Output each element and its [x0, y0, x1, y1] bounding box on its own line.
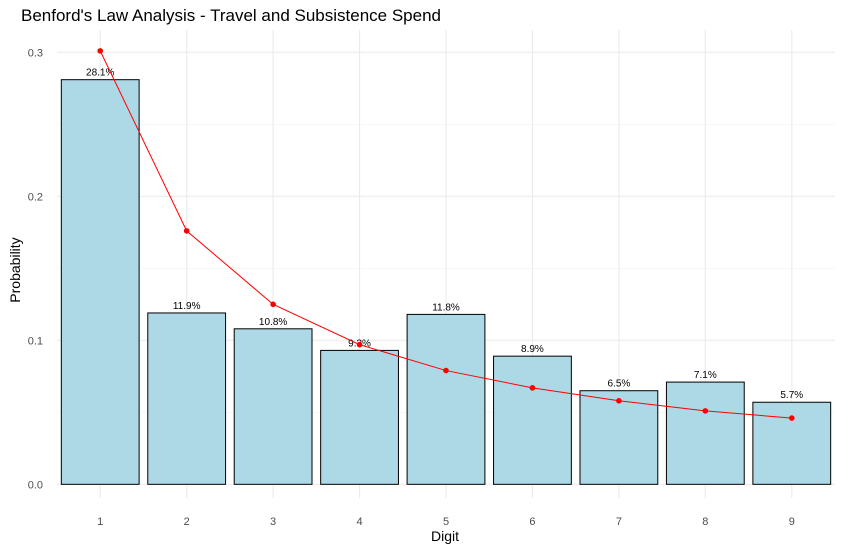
x-axis-ticks: 1 2 3 4 5 6 7 8 9 — [97, 516, 795, 528]
y-tick-label: 0.2 — [28, 191, 43, 203]
bar-digit-3 — [233, 328, 313, 485]
bar-digit-9 — [752, 401, 832, 485]
benford-point-digit-1 — [97, 48, 104, 54]
chart-title: Benford's Law Analysis - Travel and Subs… — [21, 6, 441, 25]
x-tick-label: 5 — [443, 516, 449, 528]
bar-label-digit-6: 8.9% — [521, 344, 544, 355]
y-tick-label: 0.0 — [28, 479, 43, 491]
bar-digit-5 — [406, 313, 486, 485]
benford-point-digit-7 — [616, 398, 622, 404]
bar-digit-7 — [579, 390, 659, 485]
benford-line-series — [97, 48, 795, 421]
bar-digit-4 — [320, 349, 399, 485]
bar-label-digit-3: 10.8% — [259, 317, 287, 328]
x-tick-label: 6 — [529, 516, 535, 528]
benford-point-digit-5 — [443, 367, 449, 374]
x-tick-label: 2 — [184, 516, 190, 528]
bar-digit-8 — [665, 381, 745, 485]
x-tick-label: 3 — [270, 516, 276, 528]
bar-series — [60, 79, 832, 485]
bar-label-digit-7: 6.5% — [607, 379, 630, 390]
x-axis-title: Digit — [431, 528, 459, 544]
bar-label-digit-2: 11.9% — [173, 301, 201, 312]
benford-point-digit-4 — [356, 341, 363, 348]
y-tick-label: 0.1 — [28, 335, 43, 347]
bar-label-digit-9: 5.7% — [780, 390, 803, 401]
bar-label-digit-1: 28.1% — [86, 68, 114, 79]
x-tick-label: 8 — [702, 516, 708, 528]
benford-point-digit-9 — [788, 415, 795, 421]
bar-digit-6 — [493, 355, 572, 485]
x-tick-label: 7 — [616, 516, 622, 528]
benford-point-digit-8 — [702, 408, 709, 414]
bar-label-digit-8: 7.1% — [694, 370, 717, 381]
x-tick-label: 9 — [789, 516, 795, 528]
x-tick-label: 1 — [97, 516, 103, 528]
bar-digit-2 — [147, 312, 227, 485]
bar-digit-1 — [60, 79, 140, 485]
y-tick-label: 0.3 — [28, 47, 43, 59]
bar-label-digit-5: 11.8% — [432, 302, 460, 313]
x-tick-label: 4 — [356, 516, 362, 528]
benford-point-digit-3 — [270, 301, 276, 308]
y-axis-ticks: 0.0 0.1 0.2 0.3 — [28, 47, 43, 491]
y-axis-title: Probability — [7, 237, 23, 302]
benford-point-digit-6 — [529, 385, 536, 391]
benford-point-digit-2 — [183, 228, 190, 234]
